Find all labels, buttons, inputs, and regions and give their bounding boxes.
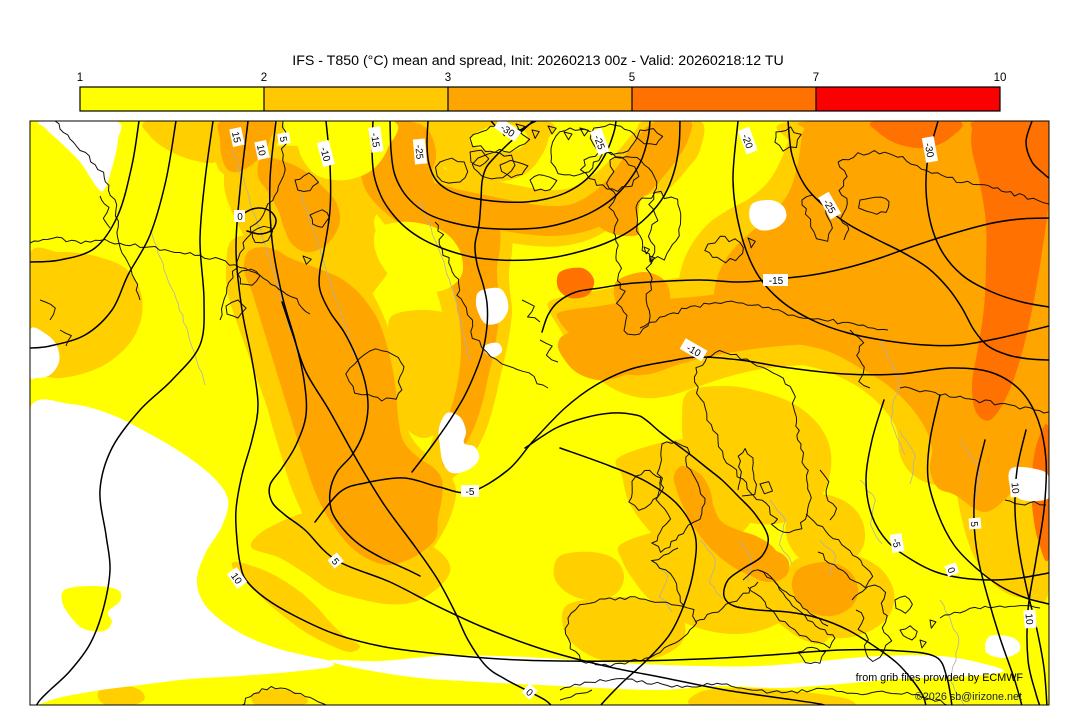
svg-text:7: 7 xyxy=(813,72,819,84)
svg-text:5: 5 xyxy=(329,556,341,568)
svg-text:5: 5 xyxy=(968,521,979,528)
svg-text:10: 10 xyxy=(1009,482,1021,494)
svg-text:10: 10 xyxy=(254,144,267,158)
svg-text:3: 3 xyxy=(445,72,451,84)
svg-text:10: 10 xyxy=(1023,613,1035,625)
svg-text:-20: -20 xyxy=(739,133,754,151)
svg-text:-5: -5 xyxy=(889,538,901,549)
svg-text:-5: -5 xyxy=(466,487,475,498)
svg-text:5: 5 xyxy=(277,136,289,144)
svg-text:©2026 sb@irizone.net: ©2026 sb@irizone.net xyxy=(915,691,1022,703)
svg-text:IFS - T850 (°C) mean and sprea: IFS - T850 (°C) mean and spread, Init: 2… xyxy=(292,53,784,69)
svg-text:15: 15 xyxy=(229,131,242,145)
svg-text:5: 5 xyxy=(629,72,635,84)
svg-text:0: 0 xyxy=(944,566,956,575)
svg-text:-30: -30 xyxy=(922,142,935,159)
svg-text:-25: -25 xyxy=(591,134,606,152)
svg-text:10: 10 xyxy=(994,72,1007,84)
svg-text:-15: -15 xyxy=(368,132,381,148)
svg-text:0: 0 xyxy=(523,687,535,699)
svg-text:from grib files provided by EC: from grib files provided by ECMWF xyxy=(856,672,1024,684)
svg-text:-25: -25 xyxy=(412,144,424,160)
svg-text:-10: -10 xyxy=(317,146,331,163)
svg-text:2: 2 xyxy=(261,72,267,84)
svg-text:1: 1 xyxy=(77,72,83,84)
svg-text:0: 0 xyxy=(237,212,243,223)
svg-text:-15: -15 xyxy=(769,276,784,287)
